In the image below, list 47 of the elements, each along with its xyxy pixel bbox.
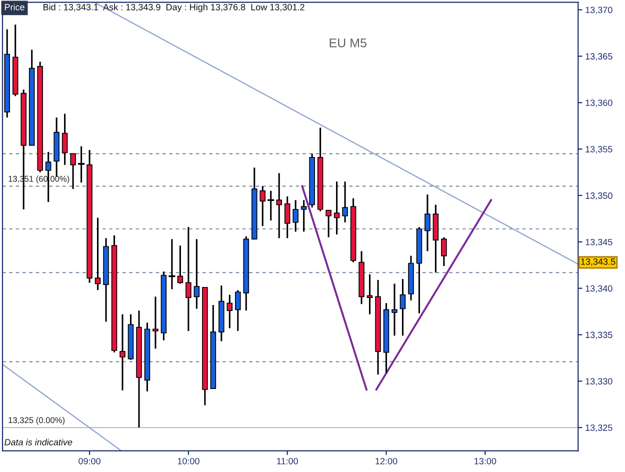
candlestick [62,113,68,166]
x-tick-label: 10:00 [178,458,200,464]
annotation: Data is indicative [4,438,72,446]
candlestick [120,314,126,392]
annotation: Bid : 13,343.1 Ask : 13,343.9 Day : High 13,376.8 Low 13,301.2 [44,4,304,12]
candlestick [260,185,266,227]
y-tick-label: 13,340 [586,285,612,293]
candlestick [94,216,101,291]
y-tick-label: 13,335 [586,332,612,340]
candlestick [78,145,85,184]
text: 13,343.5 [581,258,616,266]
y-tick-label: 13,350 [586,192,612,200]
y-tick-label: 13,360 [586,100,612,108]
candlestick [194,238,200,310]
candlestick [392,282,398,336]
candlestick [235,289,241,332]
candlestick [400,278,406,336]
candlestick [70,152,76,190]
candlestick [284,196,290,239]
text: EU M5 [330,38,366,48]
x-tick-label: 13:00 [474,458,496,464]
ref-line-label: 13,325 (0.00%) [8,417,65,425]
candlestick [276,172,282,239]
y-tick-label: 13,355 [586,146,612,154]
candlestick [152,296,158,350]
candlestick [366,274,373,316]
y-tick-label: 13,345 [586,238,612,246]
candlestick [326,210,332,238]
candlestick [186,226,192,332]
candlestick [292,199,298,232]
y-tick-label: 13,370 [586,6,612,14]
candlestick [300,199,307,232]
x-tick-label: 09:00 [78,458,100,464]
x-tick-label: 12:00 [376,458,398,464]
candlestick [177,244,184,284]
annotation: Price [4,4,24,10]
candlestick [424,194,430,252]
candlestick [334,180,340,236]
candlestick [226,294,233,329]
y-tick-label: 13,330 [586,378,612,386]
y-tick-label: 13,325 [586,424,612,432]
candlestick [168,238,176,290]
candlestick [441,236,447,267]
candlestick [268,190,274,222]
y-tick-label: 13,365 [586,53,612,61]
x-tick-label: 11:00 [277,458,298,464]
candlestick [342,180,348,224]
